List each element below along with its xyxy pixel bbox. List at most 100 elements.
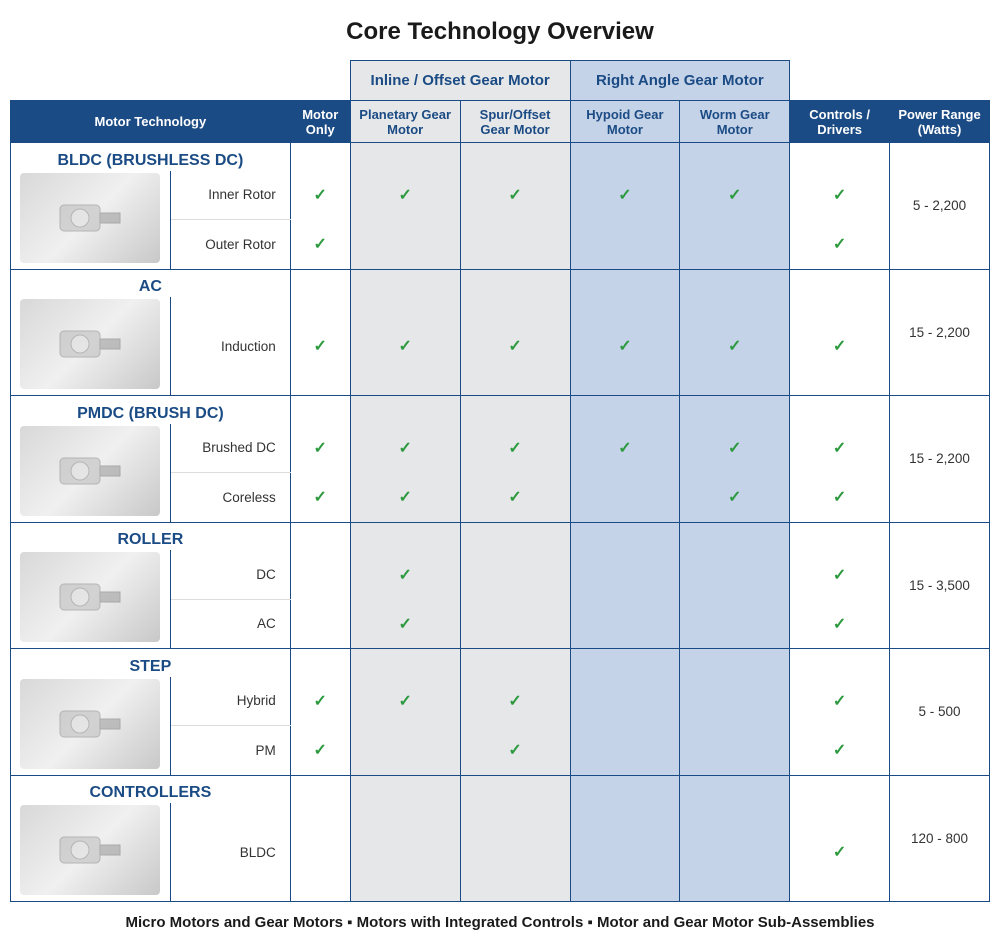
spacer — [350, 775, 460, 803]
check-cell: ✓ — [790, 599, 890, 648]
power-range: 5 - 2,200 — [890, 143, 990, 270]
spacer — [460, 775, 570, 803]
spacer — [290, 649, 350, 677]
check-cell: ✓ — [460, 424, 570, 473]
category-name: STEP — [11, 649, 291, 677]
table-row: Induction✓✓✓✓✓✓ — [11, 297, 990, 396]
check-cell: ✓ — [460, 171, 570, 220]
check-cell: ✓ — [290, 726, 350, 775]
row-label: Outer Rotor — [170, 220, 290, 269]
row-label: PM — [170, 726, 290, 775]
check-cell: ✓ — [350, 677, 460, 726]
row-label: BLDC — [170, 803, 290, 902]
row-label: DC — [170, 550, 290, 599]
check-cell — [290, 803, 350, 902]
category-name: ROLLER — [11, 522, 291, 550]
spacer — [790, 649, 890, 677]
group-right-angle: Right Angle Gear Motor — [570, 61, 790, 101]
check-cell: ✓ — [790, 726, 890, 775]
check-cell: ✓ — [790, 803, 890, 902]
check-cell: ✓ — [680, 473, 790, 522]
spacer — [460, 143, 570, 171]
check-cell: ✓ — [290, 424, 350, 473]
check-cell — [460, 550, 570, 599]
group-header-row: Inline / Offset Gear Motor Right Angle G… — [11, 61, 990, 101]
check-cell: ✓ — [790, 424, 890, 473]
row-label: Induction — [170, 297, 290, 396]
spacer — [460, 269, 570, 297]
check-cell: ✓ — [290, 677, 350, 726]
page-title: Core Technology Overview — [10, 18, 990, 46]
check-cell — [570, 473, 680, 522]
category-name: PMDC (BRUSH DC) — [11, 396, 291, 424]
check-cell: ✓ — [680, 171, 790, 220]
spacer — [460, 649, 570, 677]
row-label: Hybrid — [170, 677, 290, 726]
row-label: Brushed DC — [170, 424, 290, 473]
motor-image — [20, 173, 160, 263]
spacer — [680, 396, 790, 424]
power-range: 15 - 2,200 — [890, 269, 990, 396]
check-cell: ✓ — [350, 599, 460, 648]
spacer — [460, 522, 570, 550]
spacer — [680, 143, 790, 171]
spacer — [290, 522, 350, 550]
spacer — [570, 522, 680, 550]
col-motor-only: Motor Only — [290, 101, 350, 143]
power-range: 5 - 500 — [890, 649, 990, 776]
table-row: BLDC ✓ — [11, 803, 990, 902]
col-planetary: Planetary Gear Motor — [350, 101, 460, 143]
spacer — [680, 775, 790, 803]
check-cell — [680, 726, 790, 775]
spacer — [680, 649, 790, 677]
spacer — [350, 396, 460, 424]
category-image — [11, 677, 171, 776]
spacer — [570, 143, 680, 171]
category-name: BLDC (BRUSHLESS DC) — [11, 143, 291, 171]
category-image — [11, 424, 171, 523]
check-cell — [290, 599, 350, 648]
category-image — [11, 550, 171, 649]
check-cell: ✓ — [460, 473, 570, 522]
check-cell: ✓ — [570, 297, 680, 396]
table-row: Brushed DC✓✓✓✓✓✓ — [11, 424, 990, 473]
check-cell: ✓ — [290, 473, 350, 522]
col-hypoid: Hypoid Gear Motor — [570, 101, 680, 143]
check-cell: ✓ — [460, 297, 570, 396]
category-image — [11, 297, 171, 396]
category-name: AC — [11, 269, 291, 297]
category-image — [11, 803, 171, 902]
column-header-row: Motor Technology Motor Only Planetary Ge… — [11, 101, 990, 143]
power-range: 120 - 800 — [890, 775, 990, 902]
footer-text: Micro Motors and Gear Motors ▪ Motors wi… — [10, 914, 990, 931]
check-cell: ✓ — [290, 171, 350, 220]
check-cell — [570, 599, 680, 648]
check-cell: ✓ — [790, 473, 890, 522]
col-motor-tech: Motor Technology — [11, 101, 291, 143]
check-cell: ✓ — [790, 550, 890, 599]
spacer — [680, 269, 790, 297]
spacer — [790, 61, 990, 101]
motor-image — [20, 299, 160, 389]
motor-image — [20, 805, 160, 895]
spacer — [290, 143, 350, 171]
check-cell: ✓ — [570, 424, 680, 473]
spacer — [290, 269, 350, 297]
motor-image — [20, 679, 160, 769]
check-cell: ✓ — [790, 297, 890, 396]
spacer — [790, 396, 890, 424]
check-cell — [350, 220, 460, 269]
motor-image — [20, 552, 160, 642]
spacer — [350, 269, 460, 297]
technology-table: Inline / Offset Gear Motor Right Angle G… — [10, 60, 990, 902]
power-range: 15 - 3,500 — [890, 522, 990, 649]
row-label: AC — [170, 599, 290, 648]
check-cell — [350, 726, 460, 775]
check-cell: ✓ — [790, 677, 890, 726]
group-inline: Inline / Offset Gear Motor — [350, 61, 570, 101]
spacer — [460, 396, 570, 424]
spacer — [350, 522, 460, 550]
check-cell — [570, 726, 680, 775]
check-cell: ✓ — [350, 297, 460, 396]
spacer — [570, 649, 680, 677]
